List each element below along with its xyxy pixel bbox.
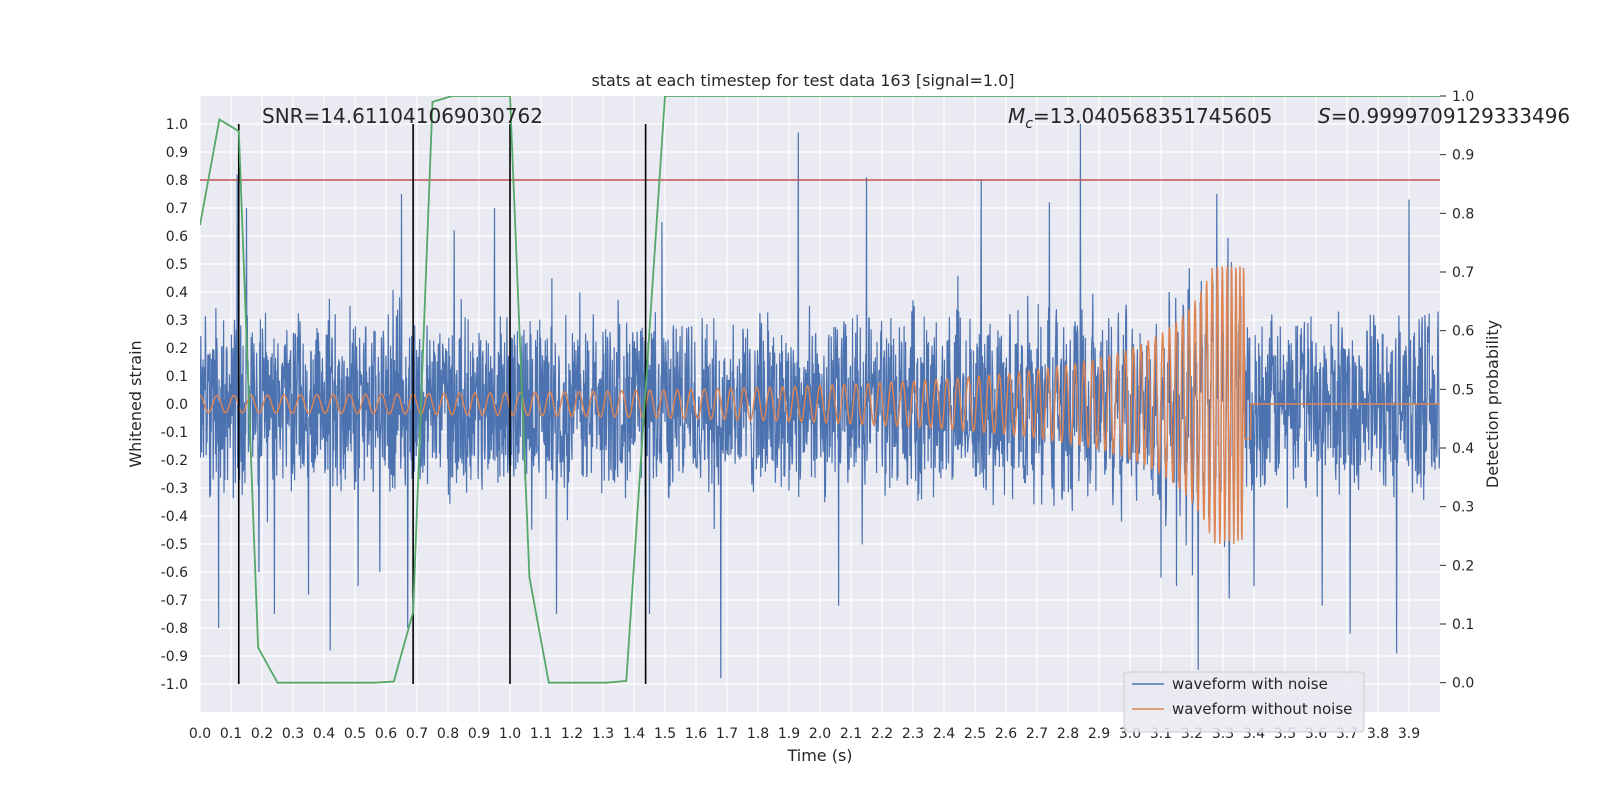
y-tick-label-left: 0.5: [166, 257, 188, 273]
s-value: =0.9999709129333496: [1331, 104, 1570, 128]
chirp-mass-annotation: Mc=13.040568351745605: [1008, 104, 1272, 132]
y-axis-label-left: Whitened strain: [126, 340, 145, 467]
chirp-mass-value: =13.040568351745605: [1033, 104, 1272, 128]
x-tick-label: 0.3: [282, 726, 304, 742]
x-tick-label: 2.7: [1026, 726, 1048, 742]
x-tick-label: 1.4: [623, 726, 645, 742]
x-tick-label: 0.8: [437, 726, 459, 742]
y-tick-label-right: 0.8: [1452, 206, 1474, 222]
y-tick-label-right: 0.4: [1452, 441, 1474, 457]
x-tick-label: 1.8: [747, 726, 769, 742]
x-tick-label: 1.7: [716, 726, 738, 742]
y-tick-label-left: -0.2: [161, 453, 188, 469]
y-tick-label-right: 0.1: [1452, 617, 1474, 633]
legend-label-noisy: waveform with noise: [1172, 675, 1328, 693]
y-tick-label-left: -0.3: [161, 481, 188, 497]
y-tick-label-left: -0.4: [161, 509, 188, 525]
chirp-mass-subscript: c: [1025, 116, 1033, 132]
x-tick-label: 2.9: [1088, 726, 1110, 742]
snr-annotation: SNR=14.611041069030762: [262, 104, 543, 128]
y-tick-label-right: 0.9: [1452, 148, 1474, 164]
legend: waveform with noise waveform without noi…: [1123, 671, 1365, 733]
x-tick-label: 1.5: [654, 726, 676, 742]
legend-label-clean: waveform without noise: [1172, 700, 1352, 718]
y-tick-label-left: 0.4: [166, 285, 188, 301]
y-tick-label-right: 1.0: [1452, 89, 1474, 105]
x-tick-label: 2.3: [902, 726, 924, 742]
y-tick-label-left: -0.7: [161, 593, 188, 609]
x-tick-label: 1.0: [499, 726, 521, 742]
x-tick-label: 3.8: [1367, 726, 1389, 742]
series-detection-probability: [200, 96, 1440, 684]
y-tick-label-left: 0.7: [166, 201, 188, 217]
y-tick-label-left: 0.3: [166, 313, 188, 329]
x-tick-label: 0.6: [375, 726, 397, 742]
y-tick-label-left: -0.8: [161, 621, 188, 637]
s-annotation: S=0.9999709129333496: [1318, 104, 1570, 128]
y-axis-left-ticks: 1.0 0.9 0.8 0.7 0.6 0.5 0.4 0.3 0.2 0.1 0.0 -0.1 -0.…: [161, 117, 188, 693]
y-tick-label-left: 1.0: [166, 117, 188, 133]
x-tick-label: 2.6: [995, 726, 1017, 742]
x-axis-label: Time (s): [786, 746, 852, 765]
y-tick-label-right: 0.2: [1452, 558, 1474, 574]
y-axis-label-right: Detection probability: [1483, 320, 1502, 488]
x-tick-label: 0.2: [251, 726, 273, 742]
y-tick-label-right: 0.0: [1452, 676, 1474, 692]
x-tick-label: 2.4: [933, 726, 955, 742]
x-tick-label: 0.7: [406, 726, 428, 742]
x-tick-label: 2.0: [809, 726, 831, 742]
y-tick-label-left: 0.9: [166, 145, 188, 161]
x-tick-label: 0.4: [313, 726, 335, 742]
y-tick-label-right: 0.7: [1452, 265, 1474, 281]
s-symbol: S: [1318, 104, 1331, 128]
x-tick-label: 1.2: [561, 726, 583, 742]
y-tick-label-right: 0.5: [1452, 382, 1474, 398]
x-tick-label: 0.9: [468, 726, 490, 742]
y-tick-label-left: -0.1: [161, 425, 188, 441]
y-tick-label-left: -0.5: [161, 537, 188, 553]
y-tick-label-left: 0.2: [166, 341, 188, 357]
y-tick-label-right: 0.6: [1452, 324, 1474, 340]
x-axis-ticks: 0.0 0.1 0.2 0.3 0.4 0.5 0.6 0.7 0.8 0.9 1.0 1.1 1.2 1…: [189, 726, 1420, 742]
y-tick-label-left: 0.6: [166, 229, 188, 245]
y-tick-label-left: 0.8: [166, 173, 188, 189]
y-tick-label-left: -1.0: [161, 677, 188, 693]
x-tick-label: 3.9: [1398, 726, 1420, 742]
y-tick-label-left: 0.0: [166, 397, 188, 413]
x-tick-label: 1.6: [685, 726, 707, 742]
y-tick-label-left: -0.6: [161, 565, 188, 581]
x-tick-label: 2.8: [1057, 726, 1079, 742]
x-tick-label: 0.5: [344, 726, 366, 742]
y-tick-label-left: -0.9: [161, 649, 188, 665]
legend-box: [1123, 671, 1365, 733]
x-tick-label: 2.2: [871, 726, 893, 742]
x-tick-label: 1.3: [592, 726, 614, 742]
x-tick-label: 0.0: [189, 726, 211, 742]
y-axis-right-ticks: 1.0 0.9 0.8 0.7 0.6 0.5 0.4 0.3 0.2 0.1 0.0: [1440, 89, 1474, 692]
event-markers: [237, 124, 647, 684]
chirp-mass-symbol: M: [1008, 104, 1025, 128]
x-tick-label: 1.1: [530, 726, 552, 742]
chart-title: stats at each timestep for test data 163…: [591, 71, 1014, 90]
x-tick-label: 2.1: [840, 726, 862, 742]
y-tick-label-left: 0.1: [166, 369, 188, 385]
series-waveform-without-noise: [200, 265, 1440, 545]
x-tick-label: 1.9: [778, 726, 800, 742]
x-tick-label: 2.5: [964, 726, 986, 742]
y-tick-label-right: 0.3: [1452, 500, 1474, 516]
x-tick-label: 0.1: [220, 726, 242, 742]
